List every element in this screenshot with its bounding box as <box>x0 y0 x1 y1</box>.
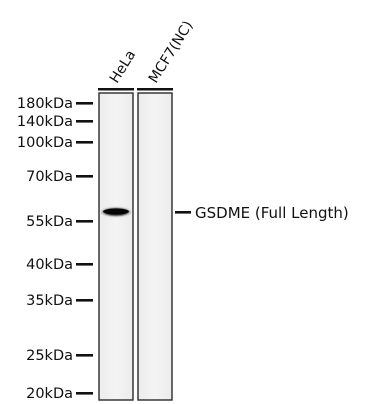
marker-label-180: 180kDa <box>17 96 73 112</box>
gsdme-band <box>100 207 132 217</box>
marker-tick-25 <box>76 354 93 357</box>
marker-tick-55 <box>76 220 93 223</box>
marker-tick-20 <box>76 392 93 395</box>
marker-label-140: 140kDa <box>17 114 73 130</box>
band-label: GSDME (Full Length) <box>195 204 349 222</box>
marker-label-100: 100kDa <box>17 135 73 151</box>
marker-label-20: 20kDa <box>26 386 73 402</box>
band-pointer-line <box>175 211 191 214</box>
marker-label-55: 55kDa <box>26 214 73 230</box>
lane-hela <box>98 92 134 401</box>
lane-header-bar-mcf7 <box>137 88 173 91</box>
marker-tick-100 <box>76 141 93 144</box>
marker-label-25: 25kDa <box>26 348 73 364</box>
lane-label-hela: HeLa <box>107 48 139 87</box>
lane-mcf7 <box>137 92 173 401</box>
marker-tick-140 <box>76 120 93 123</box>
marker-tick-180 <box>76 102 93 105</box>
marker-tick-70 <box>76 175 93 178</box>
lane-header-bar-hela <box>98 88 134 91</box>
marker-tick-35 <box>76 299 93 302</box>
lane-label-mcf7: MCF7(NC) <box>146 18 197 86</box>
marker-tick-40 <box>76 263 93 266</box>
marker-label-70: 70kDa <box>26 169 73 185</box>
marker-label-40: 40kDa <box>26 257 73 273</box>
marker-label-35: 35kDa <box>26 293 73 309</box>
